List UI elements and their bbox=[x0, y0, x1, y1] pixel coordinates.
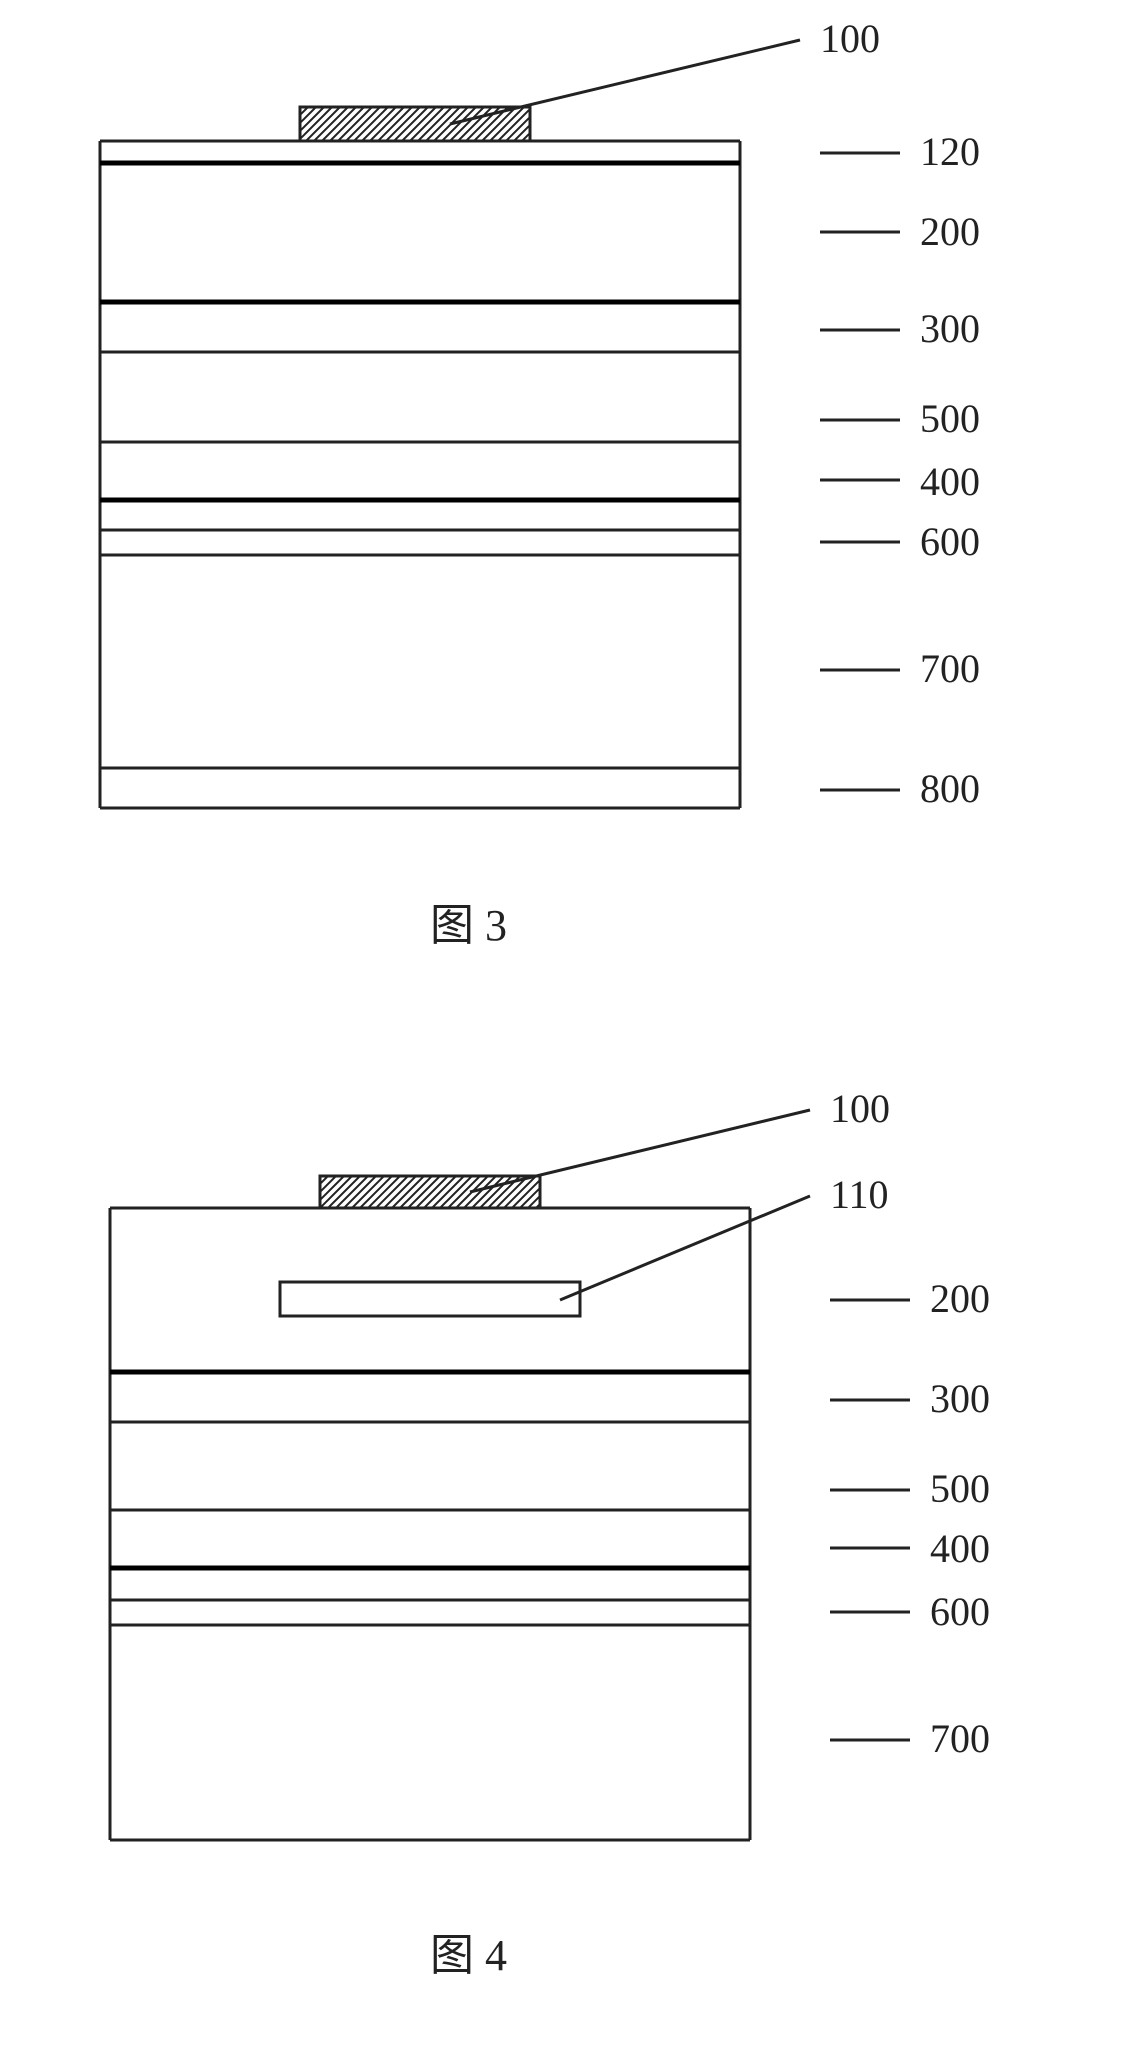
fig4-label-600: 600 bbox=[930, 1589, 990, 1634]
fig3-label-100: 100 bbox=[820, 16, 880, 61]
fig4-inner-box bbox=[280, 1282, 580, 1316]
fig3-label-600: 600 bbox=[920, 519, 980, 564]
tab-hatch bbox=[266, 107, 596, 141]
fig3-label-400: 400 bbox=[920, 459, 980, 504]
fig4-label-400: 400 bbox=[930, 1526, 990, 1571]
fig4-label-500: 500 bbox=[930, 1466, 990, 1511]
fig4-caption: 图 4 bbox=[430, 1931, 507, 1980]
fig3-label-120: 120 bbox=[920, 129, 980, 174]
fig4-label-110: 110 bbox=[830, 1172, 889, 1217]
fig3-label-200: 200 bbox=[920, 209, 980, 254]
diagram-canvas: 100 120 200 300 500 400 600 700 800 图 3 100 110 200 3… bbox=[0, 0, 1124, 2062]
fig4-label-700: 700 bbox=[930, 1716, 990, 1761]
fig3-label-300: 300 bbox=[920, 306, 980, 351]
fig3-label-500: 500 bbox=[920, 396, 980, 441]
fig4-leader-110 bbox=[560, 1196, 810, 1300]
fig3-leader-100 bbox=[450, 40, 800, 124]
fig4-leader-100 bbox=[470, 1110, 810, 1192]
fig3-caption: 图 3 bbox=[430, 901, 507, 950]
fig3-label-800: 800 bbox=[920, 766, 980, 811]
tab-hatch bbox=[288, 1176, 600, 1208]
fig4-label-200: 200 bbox=[930, 1276, 990, 1321]
fig4-label-100: 100 bbox=[830, 1086, 890, 1131]
fig4-label-300: 300 bbox=[930, 1376, 990, 1421]
fig3-label-700: 700 bbox=[920, 646, 980, 691]
